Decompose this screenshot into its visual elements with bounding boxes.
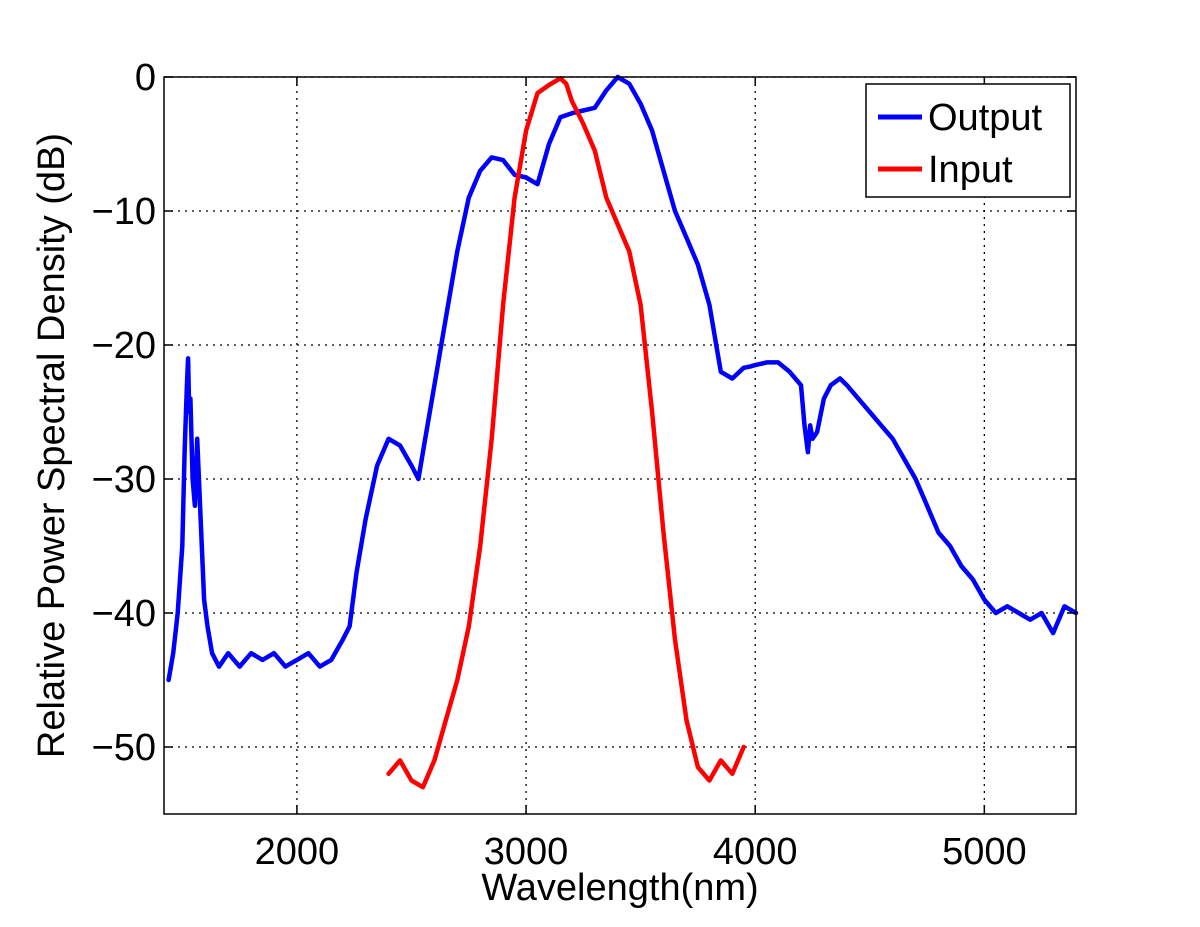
y-tick-label: −10	[92, 191, 156, 233]
series-line-output	[166, 74, 1079, 683]
x-tick-label: 3000	[484, 831, 569, 873]
y-tick-label: −50	[92, 727, 156, 769]
legend: Output Input	[865, 83, 1071, 198]
legend-label-input: Input	[928, 149, 1013, 191]
y-tick-label: −30	[92, 459, 156, 501]
legend-box	[865, 83, 1071, 198]
series-line-input	[386, 76, 746, 790]
y-tick-label: −20	[92, 325, 156, 367]
x-tick-label: 2000	[255, 831, 340, 873]
x-axis-label: Wavelength(nm)	[481, 867, 758, 909]
y-tick-label: 0	[135, 57, 156, 99]
data-series	[166, 74, 1079, 790]
axes-frame	[163, 76, 1077, 815]
y-axis-label: Relative Power Spectral Density (dB)	[31, 133, 73, 758]
axis-ticks: 2000 3000 4000 5000 0 −10 −20 −30 −40 −50	[92, 57, 1076, 873]
legend-label-output: Output	[928, 97, 1043, 139]
y-tick-label: −40	[92, 593, 156, 635]
x-tick-label: 5000	[942, 831, 1027, 873]
x-tick-label: 4000	[713, 831, 798, 873]
